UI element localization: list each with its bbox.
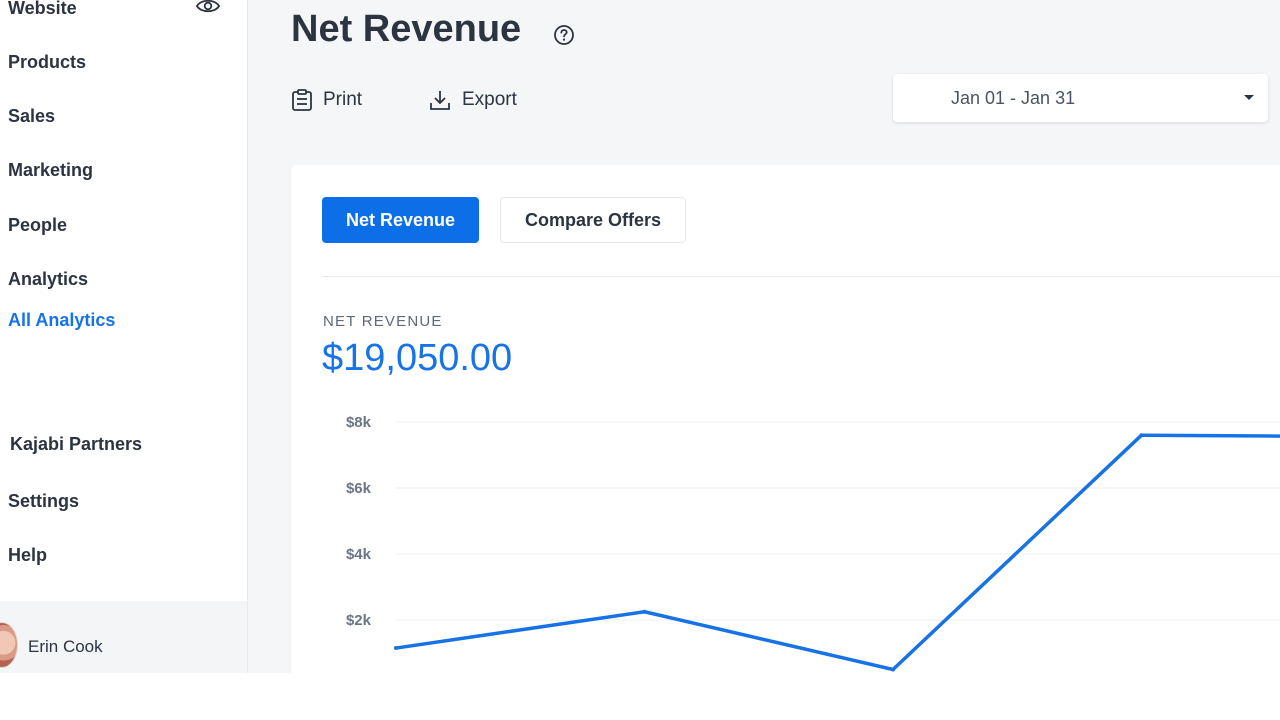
- help-icon[interactable]: [553, 24, 575, 46]
- tab-label: Compare Offers: [524, 209, 662, 230]
- sidebar-item-sales[interactable]: Sales: [8, 106, 55, 127]
- export-button[interactable]: Export: [428, 86, 517, 114]
- sidebar-item-label: Sales: [8, 106, 56, 126]
- sidebar-item-label: People: [8, 215, 68, 235]
- export-label: Export: [462, 89, 517, 110]
- chevron-down-icon: [1244, 95, 1254, 100]
- date-range-value: Jan 01 - Jan 31: [951, 88, 1076, 108]
- metric-label: NET REVENUE: [323, 313, 443, 330]
- y-tick-label: $8k: [346, 414, 372, 431]
- sidebar-item-all-analytics[interactable]: All Analytics: [8, 310, 115, 331]
- user-name: Erin Cook: [28, 637, 103, 656]
- sidebar-item-label: All Analytics: [8, 310, 116, 330]
- y-tick-label: $2k: [346, 612, 372, 629]
- revenue-card: Net Revenue Compare Offers NET REVENUE $…: [291, 165, 1280, 673]
- sidebar-item-marketing[interactable]: Marketing: [8, 160, 93, 181]
- revenue-series-line: [395, 433, 1280, 672]
- metric-value: $19,050.00: [322, 337, 513, 379]
- tab-label: Net Revenue: [345, 209, 456, 230]
- data-point[interactable]: [1139, 433, 1144, 438]
- sidebar-item-products[interactable]: Products: [8, 52, 86, 73]
- avatar: [0, 622, 18, 668]
- sidebar: Website Products Sales Marketing People …: [0, 0, 248, 673]
- divider: [322, 276, 1280, 277]
- tab-compare-offers[interactable]: Compare Offers: [500, 197, 686, 243]
- sidebar-item-website[interactable]: Website: [8, 0, 77, 19]
- download-icon: [430, 91, 450, 110]
- y-tick-label: $4k: [346, 546, 372, 563]
- eye-icon[interactable]: [195, 0, 221, 16]
- tab-net-revenue[interactable]: Net Revenue: [322, 197, 479, 243]
- sidebar-item-people[interactable]: People: [8, 215, 67, 236]
- sidebar-item-kajabi-partners[interactable]: Kajabi Partners: [10, 434, 142, 455]
- sidebar-item-label: Kajabi Partners: [10, 434, 143, 454]
- main-content: Net Revenue Print Export Jan 01 -: [248, 0, 1280, 673]
- print-button[interactable]: Print: [291, 86, 362, 114]
- net-revenue-chart: $8k $6k $4k $2k: [346, 414, 1280, 672]
- sidebar-item-label: Settings: [8, 491, 80, 511]
- sidebar-item-analytics[interactable]: Analytics: [8, 269, 88, 290]
- date-range-select[interactable]: Jan 01 - Jan 31: [893, 74, 1268, 122]
- sidebar-item-help[interactable]: Help: [8, 545, 47, 566]
- sidebar-item-label: Help: [8, 545, 48, 565]
- sidebar-item-label: Analytics: [8, 269, 89, 289]
- data-point[interactable]: [891, 667, 895, 672]
- page-title: Net Revenue: [291, 8, 522, 50]
- print-label: Print: [323, 89, 363, 110]
- data-point[interactable]: [642, 609, 647, 614]
- user-menu[interactable]: Erin Cook: [0, 601, 247, 673]
- sidebar-item-settings[interactable]: Settings: [8, 491, 79, 512]
- data-point[interactable]: [394, 646, 398, 651]
- sidebar-item-label: Marketing: [8, 160, 94, 180]
- clipboard-icon: [292, 89, 312, 111]
- y-tick-label: $6k: [346, 480, 372, 497]
- sidebar-item-label: Website: [8, 0, 77, 18]
- sidebar-item-label: Products: [8, 52, 87, 72]
